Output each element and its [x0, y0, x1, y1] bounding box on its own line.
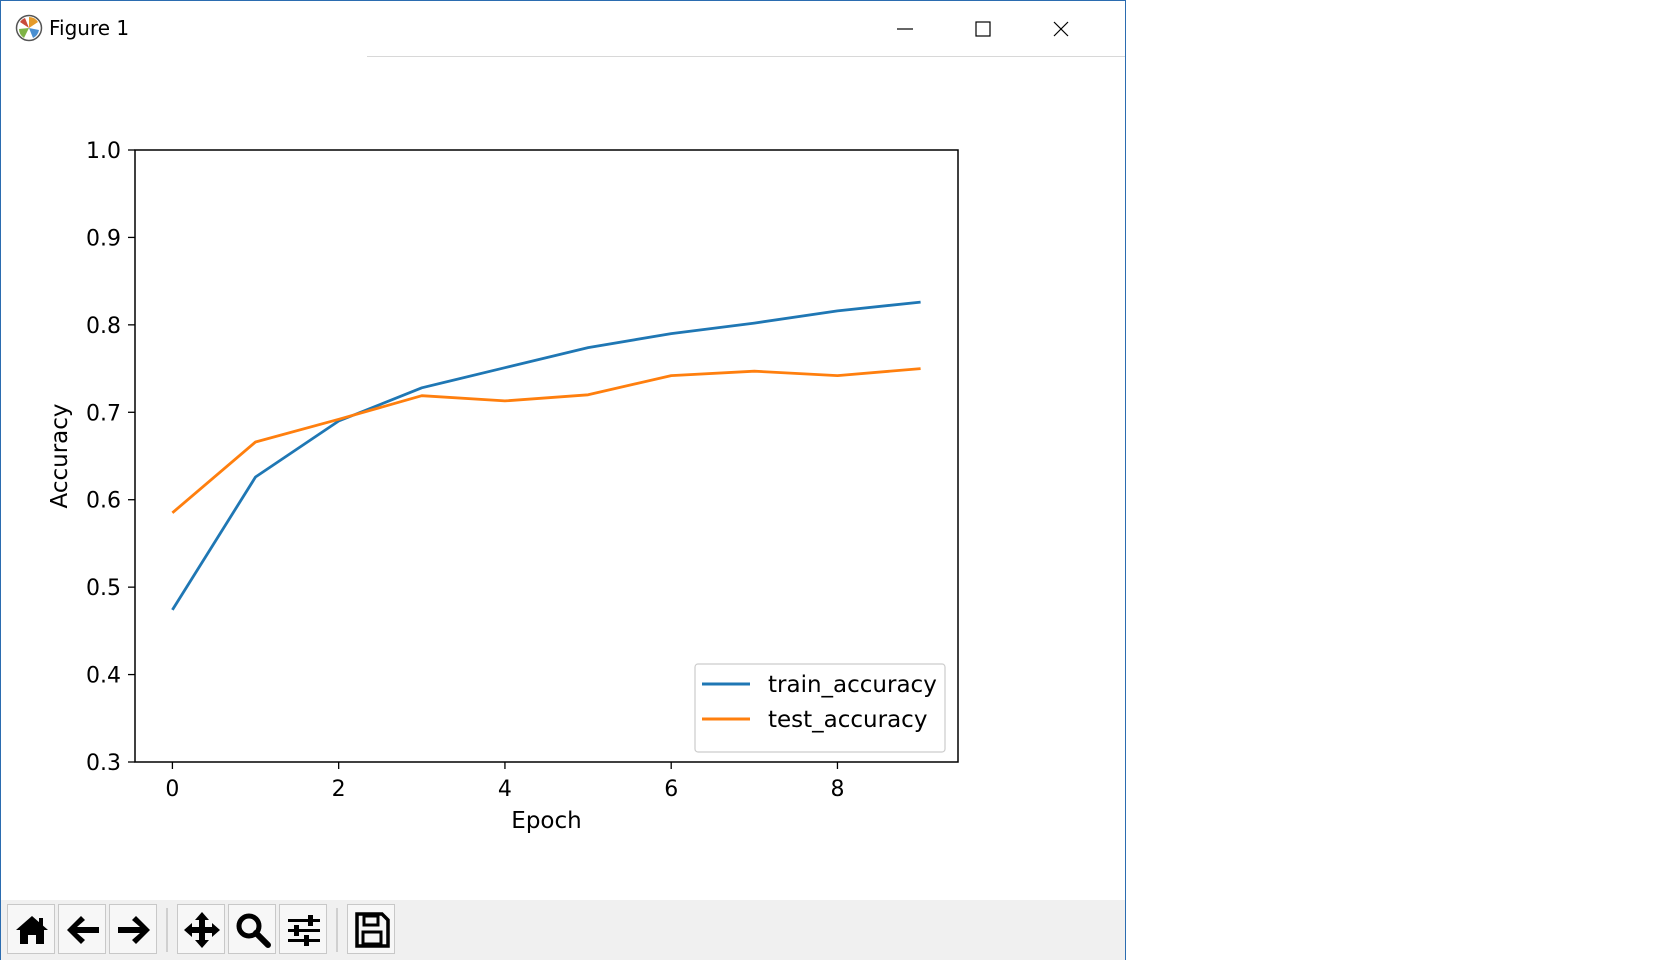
- x-tick-label: 8: [830, 777, 844, 802]
- arrow-left-icon: [67, 916, 99, 944]
- pan-button[interactable]: [177, 904, 225, 954]
- accuracy-chart[interactable]: 0 2 4 6 8 0.3 0.4 0.5 0.6 0.7 0.8 0.9 1.0 Epoch Acc…: [1, 63, 1126, 899]
- x-tick-label: 4: [498, 777, 512, 802]
- x-tick-label: 0: [165, 777, 179, 802]
- legend-label-train: train_accuracy: [768, 672, 937, 698]
- x-axis: 0 2 4 6 8: [165, 762, 844, 802]
- series-lines: [171, 300, 921, 611]
- y-tick-label: 0.9: [86, 226, 121, 251]
- y-tick-label: 1.0: [86, 139, 121, 164]
- y-tick-label: 0.4: [86, 664, 121, 689]
- close-icon: [1053, 21, 1069, 37]
- title-divider: [367, 56, 1125, 57]
- y-axis-label: Accuracy: [47, 403, 73, 508]
- y-axis: 0.3 0.4 0.5 0.6 0.7 0.8 0.9 1.0: [86, 139, 135, 776]
- legend: train_accuracy test_accuracy: [694, 663, 946, 753]
- figure-window: Figure 1 0 2 4 6 8 0.3 0.4 0.5 0.6 0.7 0.8 0.9 1.0 …: [0, 0, 1126, 960]
- forward-button[interactable]: [109, 904, 157, 954]
- series-line-test-accuracy: [171, 367, 921, 514]
- move-icon: [184, 912, 220, 948]
- maximize-button[interactable]: [951, 9, 1015, 49]
- legend-box: [694, 663, 946, 753]
- x-axis-label: Epoch: [511, 808, 581, 834]
- minimize-button[interactable]: [873, 9, 937, 49]
- back-button[interactable]: [58, 904, 106, 954]
- title-bar[interactable]: Figure 1: [1, 1, 1125, 57]
- home-icon: [16, 916, 48, 944]
- arrow-right-icon: [118, 916, 150, 944]
- series-line-train-accuracy: [171, 300, 921, 611]
- zoom-button[interactable]: [228, 904, 276, 954]
- y-tick-label: 0.5: [86, 576, 121, 601]
- y-tick-label: 0.6: [86, 489, 121, 514]
- legend-label-test: test_accuracy: [768, 707, 927, 733]
- configure-subplots-button[interactable]: [279, 904, 327, 954]
- navigation-toolbar: [1, 900, 1125, 960]
- home-button[interactable]: [7, 904, 55, 954]
- matplotlib-logo-icon: [15, 14, 43, 42]
- minimize-icon: [897, 28, 913, 30]
- save-button[interactable]: [347, 904, 395, 954]
- y-tick-label: 0.8: [86, 314, 121, 339]
- axes-frame: [134, 149, 959, 763]
- floppy-disk-icon: [355, 912, 390, 948]
- y-tick-label: 0.7: [86, 401, 121, 426]
- magnifier-icon: [236, 913, 271, 948]
- sliders-icon: [288, 915, 320, 946]
- x-tick-label: 6: [664, 777, 678, 802]
- toolbar-separator: [166, 908, 168, 952]
- maximize-icon: [975, 21, 991, 37]
- close-button[interactable]: [1029, 9, 1093, 49]
- toolbar-separator: [336, 908, 338, 952]
- x-tick-label: 2: [332, 777, 346, 802]
- window-title: Figure 1: [49, 16, 130, 40]
- y-tick-label: 0.3: [86, 751, 121, 776]
